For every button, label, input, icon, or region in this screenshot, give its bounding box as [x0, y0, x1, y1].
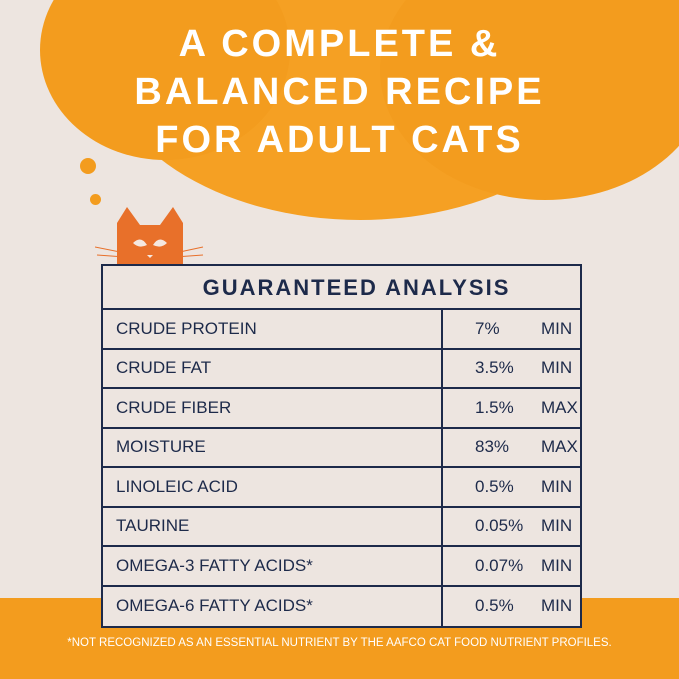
thought-bubble	[80, 158, 96, 174]
nutrient-qualifier: MIN	[541, 476, 573, 496]
nutrient-value: 7%	[475, 318, 500, 338]
nutrient-qualifier: MIN	[541, 358, 573, 378]
nutrient-qualifier: MAX	[541, 437, 578, 457]
nutrient-name: MOISTURE	[103, 428, 443, 466]
table-row: OMEGA-6 FATTY ACIDS* 0.5% MIN	[103, 586, 580, 626]
nutrient-name: LINOLEIC ACID	[103, 468, 443, 506]
headline-line: A COMPLETE &	[178, 23, 501, 65]
table-title: GUARANTEED ANALYSIS	[103, 266, 580, 310]
nutrient-value: 0.05%	[475, 516, 524, 536]
table-row: TAURINE 0.05% MIN	[103, 507, 580, 547]
headline-line: FOR ADULT CATS	[155, 119, 524, 161]
nutrient-name: OMEGA-3 FATTY ACIDS*	[103, 547, 443, 585]
nutrient-qualifier: MIN	[541, 516, 573, 536]
nutrient-name: TAURINE	[103, 507, 443, 545]
nutrient-value: 0.07%	[475, 555, 524, 575]
nutrient-value: 3.5%	[475, 358, 514, 378]
nutrient-value: 0.5%	[475, 596, 514, 616]
headline: A COMPLETE & BALANCED RECIPE FOR ADULT C…	[0, 20, 679, 164]
nutrient-name: CRUDE PROTEIN	[103, 310, 443, 348]
table-row: OMEGA-3 FATTY ACIDS* 0.07% MIN	[103, 547, 580, 587]
nutrient-qualifier: MIN	[541, 555, 573, 575]
headline-line: BALANCED RECIPE	[134, 71, 545, 113]
nutrient-name: CRUDE FAT	[103, 349, 443, 387]
table-row: CRUDE FIBER 1.5% MAX	[103, 389, 580, 429]
nutrient-qualifier: MIN	[541, 318, 573, 338]
table-row: LINOLEIC ACID 0.5% MIN	[103, 468, 580, 508]
nutrient-qualifier: MIN	[541, 596, 573, 616]
nutrient-value: 0.5%	[475, 476, 514, 496]
nutrient-qualifier: MAX	[541, 397, 578, 417]
guaranteed-analysis-table: GUARANTEED ANALYSIS CRUDE PROTEIN 7% MIN CR…	[101, 264, 582, 628]
table-row: CRUDE FAT 3.5% MIN	[103, 349, 580, 389]
table-row: MOISTURE 83% MAX	[103, 428, 580, 468]
nutrient-name: CRUDE FIBER	[103, 389, 443, 427]
table-row: CRUDE PROTEIN 7% MIN	[103, 310, 580, 350]
footnote: *NOT RECOGNIZED AS AN ESSENTIAL NUTRIENT…	[67, 637, 612, 649]
thought-bubble	[90, 194, 101, 205]
nutrient-name: OMEGA-6 FATTY ACIDS*	[103, 586, 443, 626]
nutrient-value: 83%	[475, 437, 510, 457]
nutrient-value: 1.5%	[475, 397, 514, 417]
